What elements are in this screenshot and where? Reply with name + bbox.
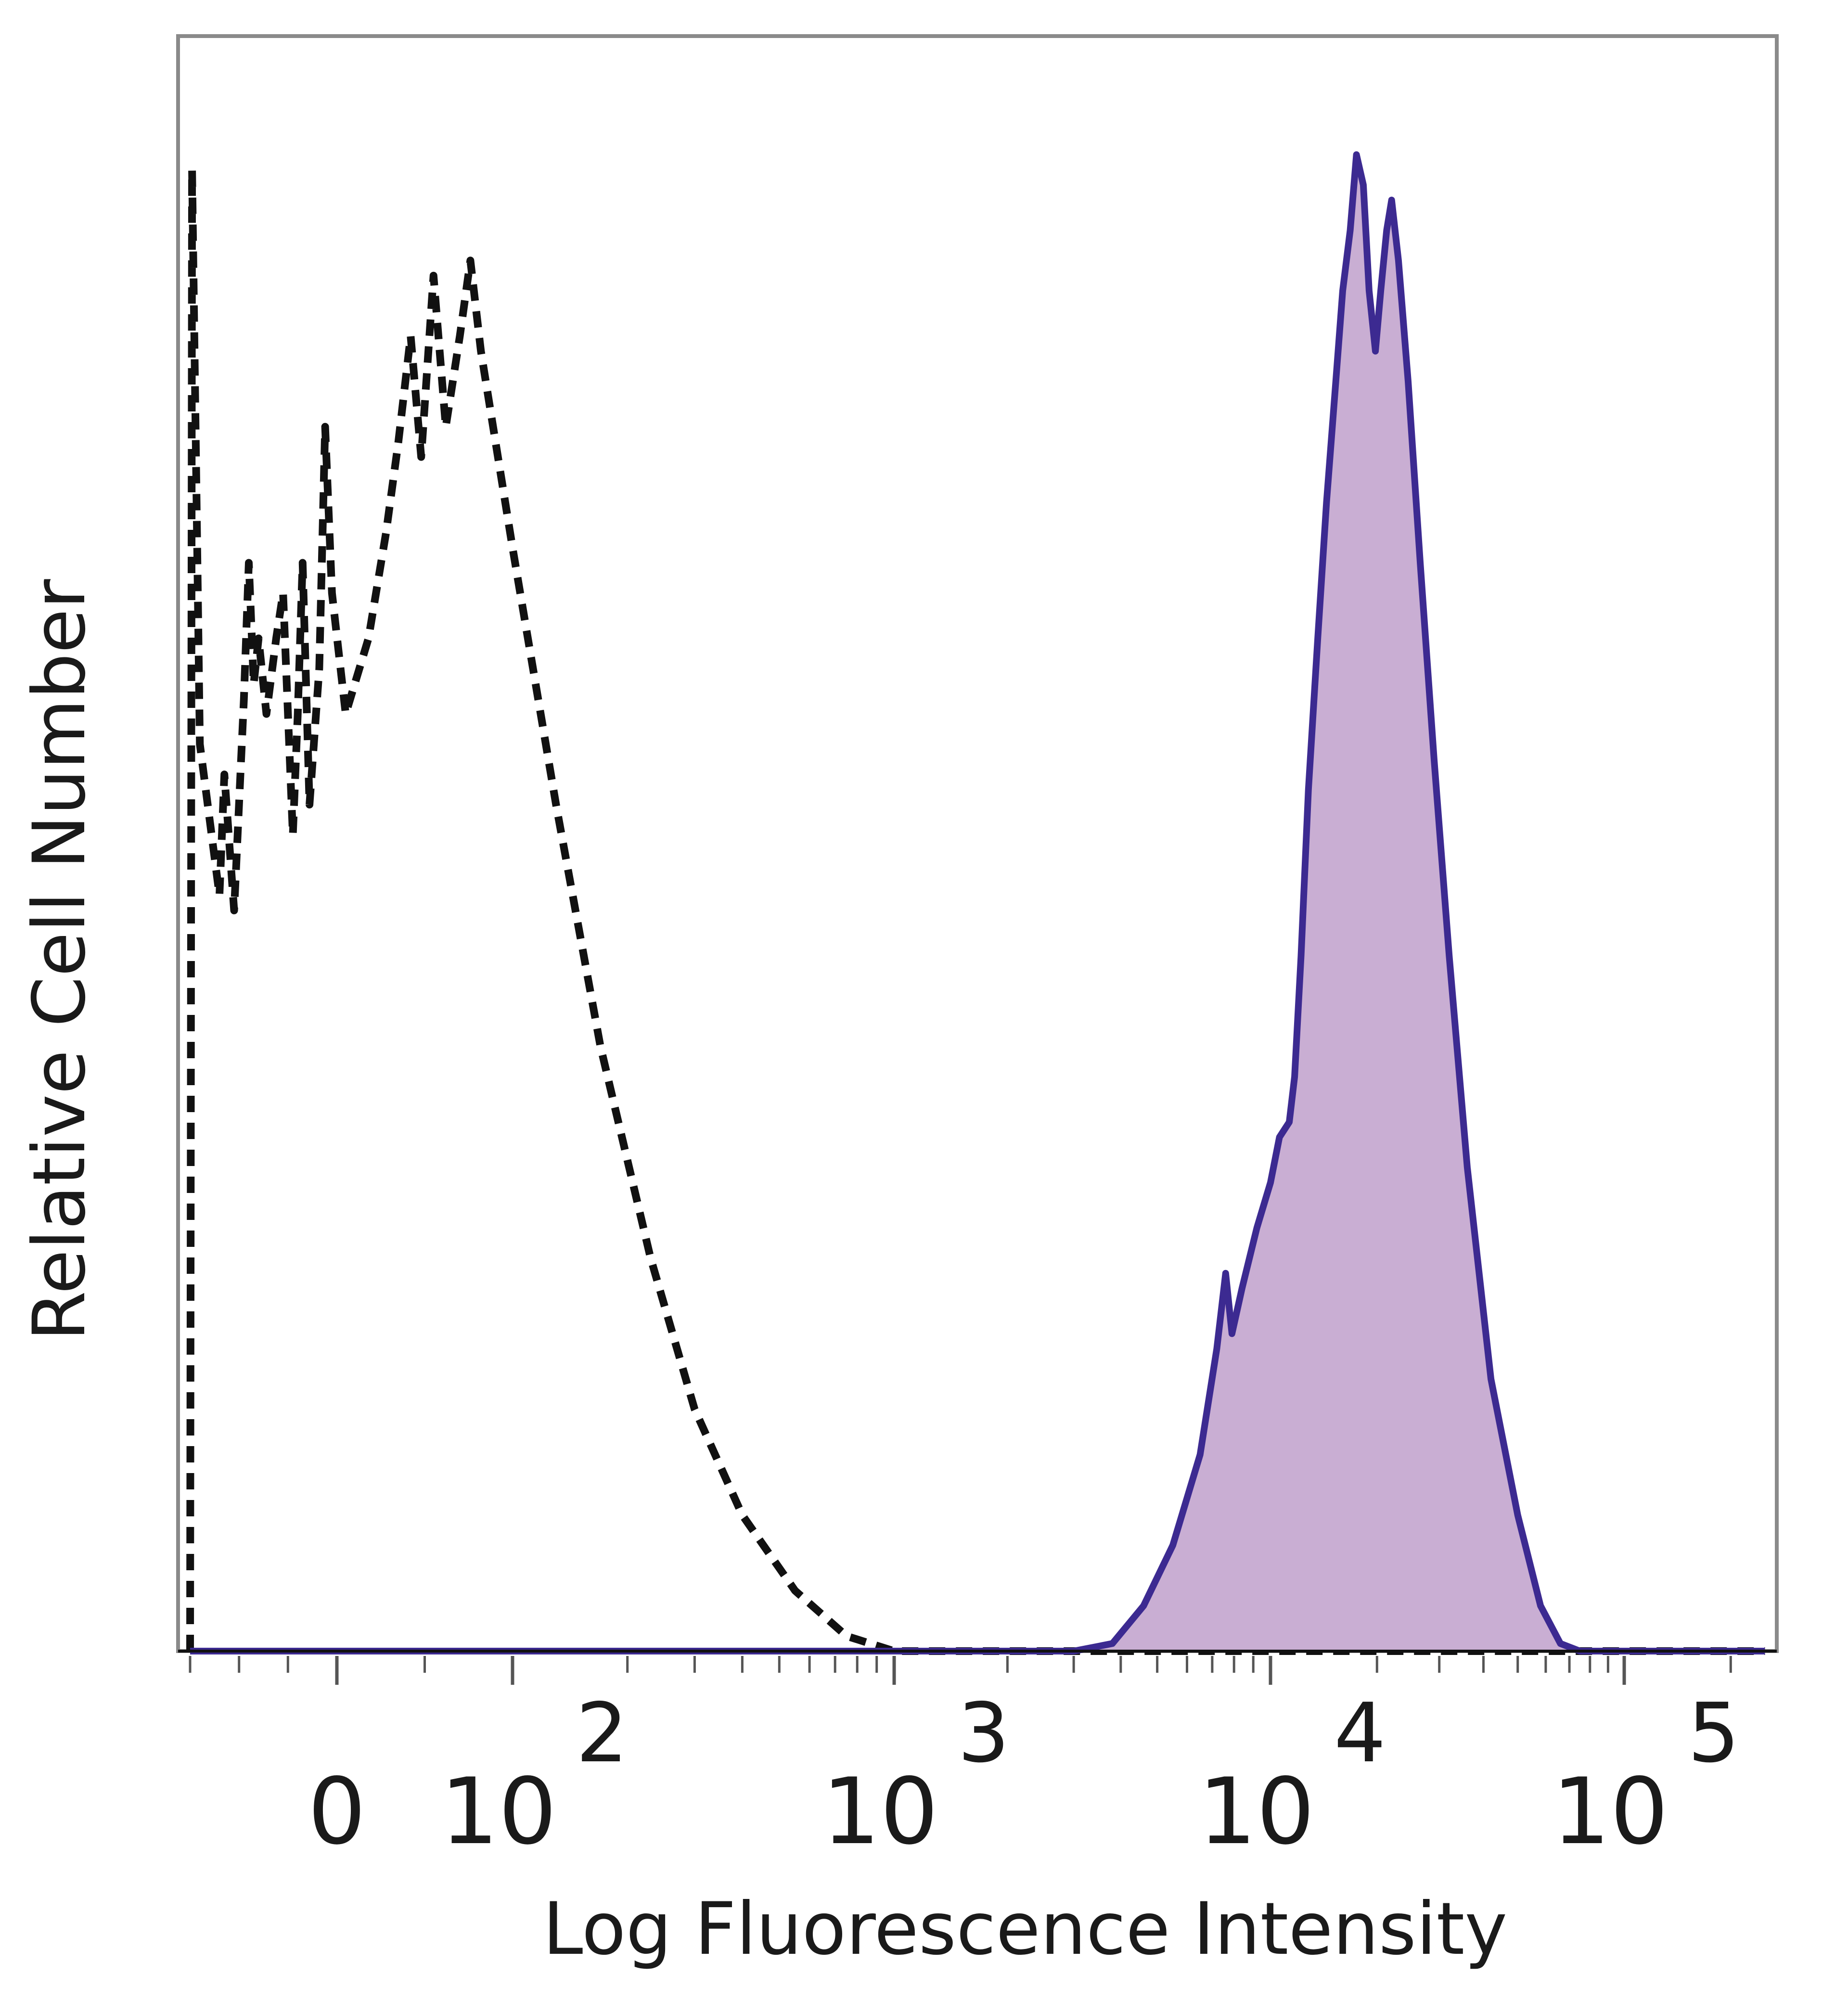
series-layer (186, 151, 1765, 1655)
y-axis-label: Relative Cell Number (18, 579, 102, 1341)
series-2-line (190, 151, 1765, 1654)
x-tick-label: 104 (1198, 1686, 1386, 1865)
series-2-fill (190, 154, 1765, 1652)
plot-frame (176, 34, 1779, 1653)
x-tick-label: 102 (440, 1686, 628, 1865)
x-tick-label: 0 (308, 1758, 366, 1865)
series-1-line (186, 166, 1765, 1655)
x-tick-label: 103 (822, 1686, 1010, 1865)
x-axis-tick-labels: 0 102 103 104 105 (308, 1686, 1740, 1865)
x-axis-ticks (189, 1656, 1732, 1685)
x-tick-label: 105 (1552, 1686, 1740, 1865)
x-axis-label: Log Fluorescence Intensity (543, 1887, 1507, 1971)
